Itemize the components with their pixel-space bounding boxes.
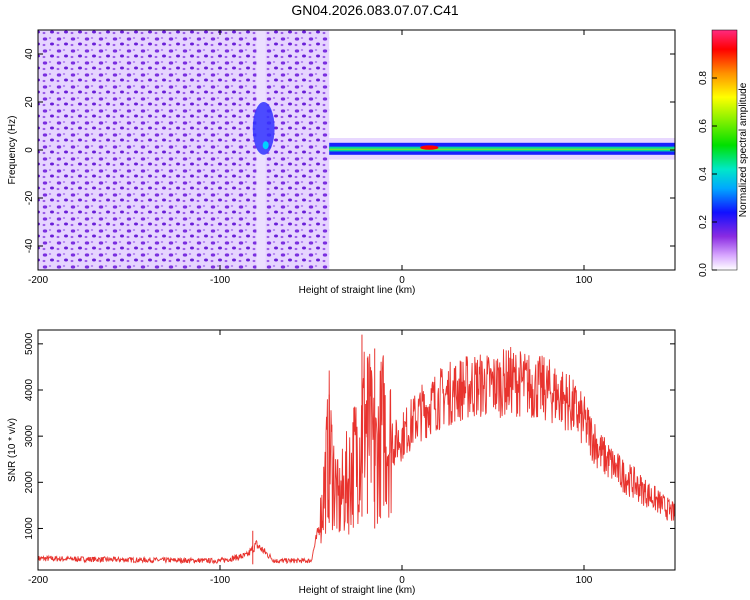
snr-y-tick-label: 5000 (24, 332, 35, 355)
heatmap-x-tick-label: -200 (28, 275, 48, 286)
snr-y-tick-label: 1000 (24, 517, 35, 540)
colorbar-tick-label: 0.2 (698, 215, 709, 229)
snr-x-tick-label: -100 (210, 575, 230, 586)
colorbar-tick-label: 0.6 (698, 119, 709, 133)
heatmap-x-ticks: -200 -100 0 100 (28, 30, 593, 286)
heatmap-y-tick-label: -20 (24, 190, 35, 205)
heatmap-y-label: Frequency (Hz) (7, 116, 18, 185)
heatmap-x-label: Height of straight line (km) (299, 285, 416, 296)
snr-series-line (37, 346, 676, 565)
heatmap-x-tick-label: 100 (576, 275, 593, 286)
heatmap-tone-center (329, 148, 675, 150)
colorbar-ticks: 0.0 0.2 0.4 0.6 0.8 (698, 71, 717, 277)
heatmap-y-ticks: -40 -20 0 20 40 (24, 48, 675, 253)
heatmap-region-noise (38, 30, 330, 270)
heatmap-y-tick-label: -40 (24, 238, 35, 253)
snr-panel: -200 -100 0 100 1000 2000 3000 4000 5000 Height… (7, 329, 676, 596)
heatmap-y-tick-label: 20 (24, 96, 35, 108)
snr-y-tick-label: 4000 (24, 378, 35, 401)
colorbar-tick-label: 0.8 (698, 71, 709, 85)
heatmap-region-peak (420, 145, 439, 150)
heatmap-region-blob-core (262, 141, 269, 150)
colorbar-label: Normalized spectral amplitude (738, 82, 749, 217)
snr-x-ticks: -200 -100 0 100 (28, 330, 593, 586)
snr-y-label: SNR (10 * v/v) (7, 418, 18, 482)
snr-x-label: Height of straight line (km) (299, 585, 416, 596)
heatmap-y-tick-label: 0 (24, 147, 35, 153)
colorbar-tick-label: 0.4 (698, 167, 709, 181)
heatmap-region-blob (252, 101, 275, 155)
figure-title: GN04.2026.083.07.07.C41 (291, 2, 459, 18)
snr-x-tick-label: -200 (28, 575, 48, 586)
heatmap-y-tick-label: 40 (24, 48, 35, 60)
snr-y-tick-label: 2000 (24, 471, 35, 494)
heatmap-x-tick-label: -100 (210, 275, 230, 286)
snr-x-tick-label: 0 (399, 575, 405, 586)
colorbar: 0.0 0.2 0.4 0.6 0.8 Normalized spectral ampl… (698, 29, 749, 277)
snr-x-tick-label: 100 (576, 575, 593, 586)
snr-plot-area (37, 334, 676, 565)
snr-y-ticks: 1000 2000 3000 4000 5000 (24, 332, 675, 540)
colorbar-bar (711, 29, 738, 271)
colorbar-tick-label: 0.0 (698, 263, 709, 277)
heatmap-plot-area (38, 30, 675, 270)
heatmap-x-tick-label: 0 (399, 275, 405, 286)
snr-frame (37, 329, 676, 571)
snr-y-tick-label: 3000 (24, 425, 35, 448)
